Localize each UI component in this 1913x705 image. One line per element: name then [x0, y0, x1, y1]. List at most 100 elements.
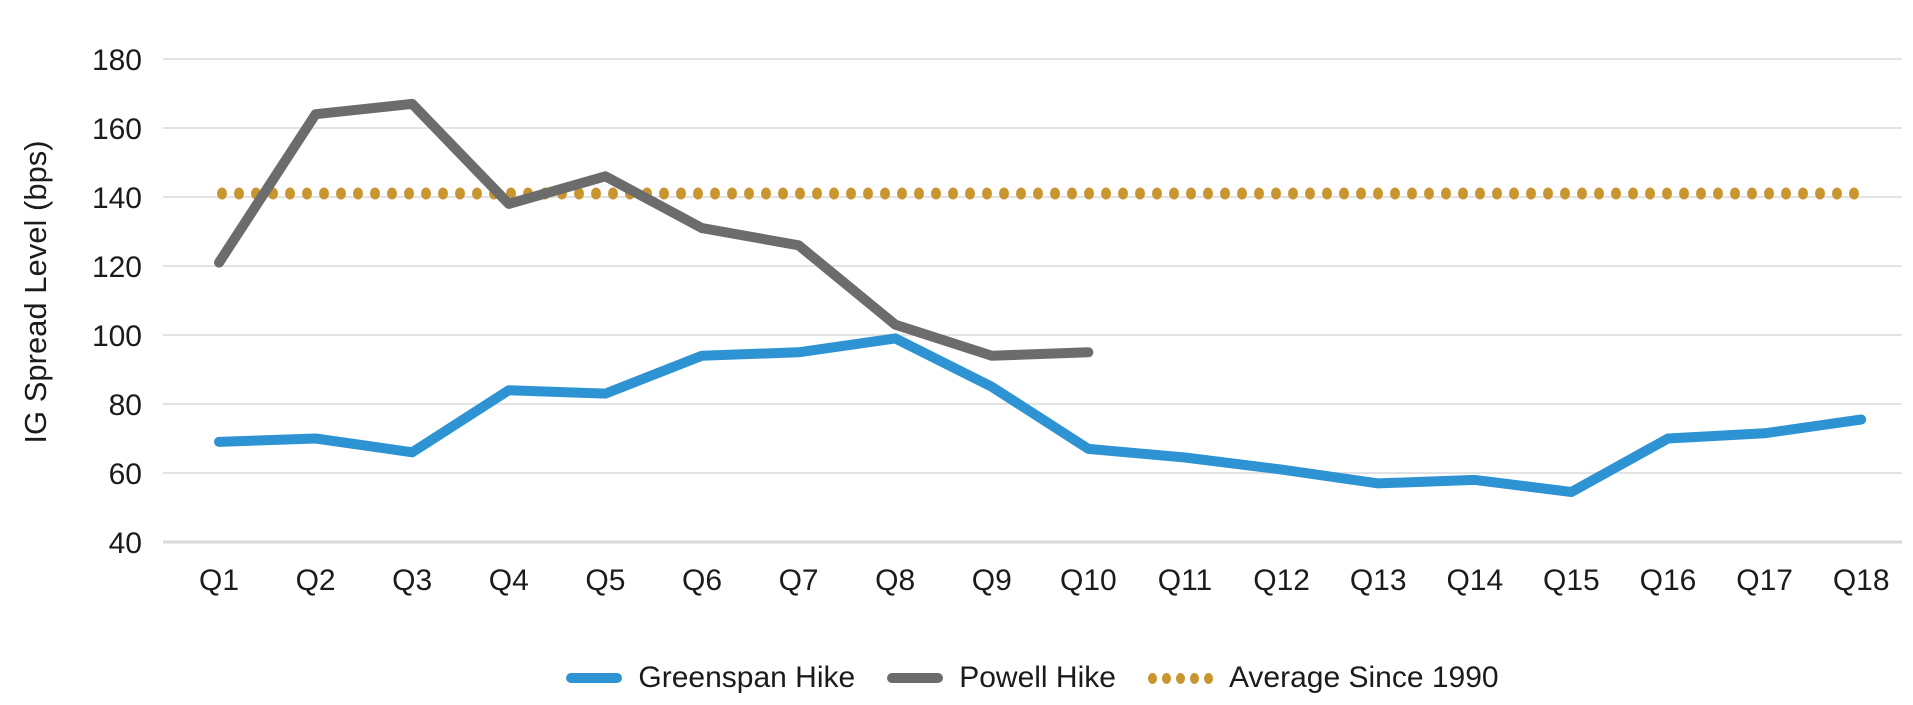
x-tick-label: Q14	[1446, 564, 1503, 597]
x-tick-label: Q2	[296, 564, 336, 597]
dot-icon	[1175, 672, 1185, 684]
average-line-dot	[914, 187, 924, 200]
average-line-dot	[1322, 187, 1332, 200]
average-line-dot	[863, 187, 873, 200]
dot-icon	[1147, 672, 1157, 684]
average-line-dot	[404, 187, 414, 200]
average-line-dot	[710, 187, 720, 200]
average-line-dot	[1594, 187, 1604, 200]
average-line-dot	[1356, 187, 1366, 200]
average-line-dot	[387, 187, 397, 200]
average-line-dot	[1271, 187, 1281, 200]
average-line-dot	[1645, 187, 1655, 200]
x-tick-label: Q13	[1350, 564, 1407, 597]
average-line-dot	[1016, 187, 1026, 200]
y-tick-label: 120	[92, 251, 142, 284]
average-line-dot	[897, 187, 907, 200]
average-line-dot	[1203, 187, 1213, 200]
y-tick-label: 140	[92, 182, 142, 215]
average-line-dot	[421, 187, 431, 200]
average-line-dot	[1152, 187, 1162, 200]
average-line-dot	[1577, 187, 1587, 200]
average-line-dot	[1713, 187, 1723, 200]
average-line-dot	[1730, 187, 1740, 200]
average-line-dot	[1815, 187, 1825, 200]
average-line-dot	[285, 187, 295, 200]
legend: Greenspan Hike Powell Hike Average Since…	[163, 661, 1902, 695]
dot-icon	[1189, 672, 1199, 684]
series-line-greenspan-hike	[214, 333, 1867, 497]
y-tick-label: 40	[109, 527, 142, 560]
average-line-dot	[574, 187, 584, 200]
average-line-dot	[1509, 187, 1519, 200]
average-line-dot	[1305, 187, 1315, 200]
average-line-dot	[1560, 187, 1570, 200]
series-line-powell-hike	[214, 98, 1094, 361]
average-line-dot	[1458, 187, 1468, 200]
legend-item-greenspan-hike: Greenspan Hike	[566, 661, 855, 695]
average-line-dot	[1424, 187, 1434, 200]
average-line-dot	[1764, 187, 1774, 200]
average-line-dot	[1186, 187, 1196, 200]
x-tick-label: Q7	[779, 564, 819, 597]
legend-label-powell: Powell Hike	[959, 661, 1116, 694]
average-line-dot	[591, 187, 601, 200]
average-line-dot	[353, 187, 363, 200]
average-line-dot	[370, 187, 380, 200]
average-line-dot	[1101, 187, 1111, 200]
average-dotted-swatch-icon	[1147, 672, 1213, 684]
average-line-dot	[1781, 187, 1791, 200]
average-line-dot	[1390, 187, 1400, 200]
x-tick-label: Q15	[1543, 564, 1600, 597]
average-line-dot	[1220, 187, 1230, 200]
average-line-dot	[608, 187, 618, 200]
x-tick-label: Q3	[392, 564, 432, 597]
average-line-dot	[1628, 187, 1638, 200]
average-line-dot	[1526, 187, 1536, 200]
average-line-dot	[1373, 187, 1383, 200]
average-line-dot	[1798, 187, 1808, 200]
legend-item-powell-hike: Powell Hike	[887, 661, 1116, 695]
x-tick-label: Q17	[1736, 564, 1793, 597]
average-line-dot	[319, 187, 329, 200]
average-line-dot	[455, 187, 465, 200]
average-line-dot	[1033, 187, 1043, 200]
average-line-dot	[812, 187, 822, 200]
average-line-dot	[1662, 187, 1672, 200]
average-line-dot	[1169, 187, 1179, 200]
average-line-dot	[217, 187, 227, 200]
y-tick-label: 60	[109, 458, 142, 491]
average-line-dot	[982, 187, 992, 200]
average-line-dot	[727, 187, 737, 200]
x-tick-label: Q4	[489, 564, 529, 597]
average-line-dot	[1135, 187, 1145, 200]
y-tick-label: 160	[92, 113, 142, 146]
average-line-dot	[693, 187, 703, 200]
average-line-dot	[948, 187, 958, 200]
x-tick-label: Q12	[1253, 564, 1310, 597]
y-tick-label: 80	[109, 389, 142, 422]
average-line-dot	[1679, 187, 1689, 200]
average-line-dot	[1407, 187, 1417, 200]
average-line-dot	[1118, 187, 1128, 200]
average-line-dot	[846, 187, 856, 200]
average-line-dot	[659, 187, 669, 200]
average-line-dot	[1288, 187, 1298, 200]
average-line-dot	[676, 187, 686, 200]
x-tick-label: Q16	[1640, 564, 1697, 597]
average-line-dot	[778, 187, 788, 200]
average-line-dot	[1696, 187, 1706, 200]
powell-line-swatch-icon	[887, 673, 944, 683]
average-line-dot	[1067, 187, 1077, 200]
average-line-dot	[1543, 187, 1553, 200]
greenspan-line-swatch-icon	[566, 673, 623, 683]
average-line-dot	[472, 187, 482, 200]
average-line-dot	[761, 187, 771, 200]
average-line-dot	[795, 187, 805, 200]
average-line-dot	[744, 187, 754, 200]
average-line-dot	[1492, 187, 1502, 200]
x-tick-label: Q8	[875, 564, 915, 597]
average-line-dot	[931, 187, 941, 200]
